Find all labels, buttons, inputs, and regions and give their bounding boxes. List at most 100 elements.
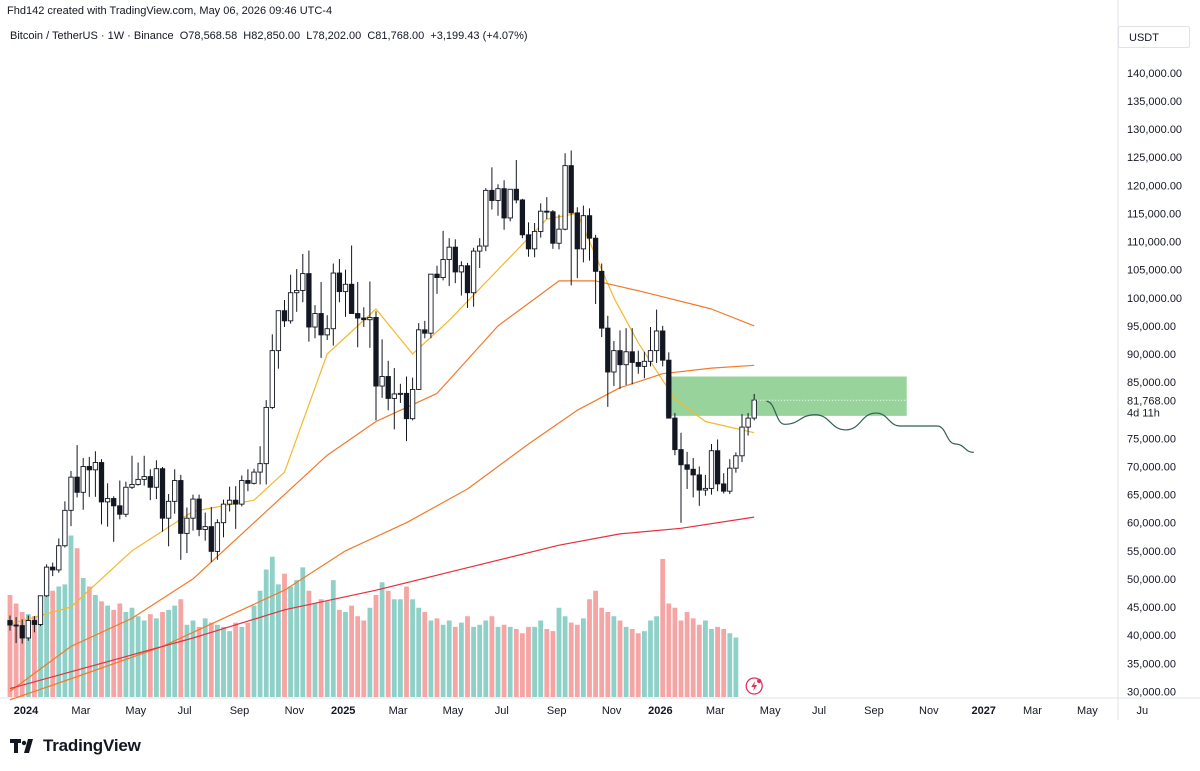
candle-body[interactable] xyxy=(568,165,574,214)
candle-body[interactable] xyxy=(416,329,422,390)
candle-body[interactable] xyxy=(355,313,361,319)
candle-body[interactable] xyxy=(214,522,221,552)
candle-body[interactable] xyxy=(68,476,74,511)
candle-body[interactable] xyxy=(324,328,330,336)
candle-body[interactable] xyxy=(80,466,86,493)
candle-body[interactable] xyxy=(196,498,202,530)
candle-body[interactable] xyxy=(409,388,416,420)
candle-body[interactable] xyxy=(721,483,727,492)
candle-body[interactable] xyxy=(190,498,196,519)
brand-logo[interactable]: TradingView xyxy=(10,736,141,756)
candle-body[interactable] xyxy=(464,265,471,294)
candle-body[interactable] xyxy=(104,498,111,503)
projection-path[interactable] xyxy=(766,400,974,454)
candle-body[interactable] xyxy=(544,210,550,213)
candle-body[interactable] xyxy=(666,359,672,419)
candle-body[interactable] xyxy=(531,230,538,250)
candle-body[interactable] xyxy=(428,273,434,334)
candle-body[interactable] xyxy=(92,462,99,471)
candle-body[interactable] xyxy=(239,480,245,505)
candle-body[interactable] xyxy=(342,283,349,293)
candle-body[interactable] xyxy=(562,165,568,230)
candle-body[interactable] xyxy=(281,310,288,322)
candle-body[interactable] xyxy=(147,476,153,488)
candle-body[interactable] xyxy=(62,509,68,547)
candle-body[interactable] xyxy=(617,350,623,366)
candle-body[interactable] xyxy=(98,462,105,503)
candle-body[interactable] xyxy=(257,463,263,473)
candle-body[interactable] xyxy=(361,317,367,321)
candle-body[interactable] xyxy=(477,245,483,252)
candle-body[interactable] xyxy=(233,499,239,505)
candle-body[interactable] xyxy=(300,273,306,291)
candle-body[interactable] xyxy=(495,188,501,201)
candle-body[interactable] xyxy=(318,313,324,336)
candle-body[interactable] xyxy=(367,317,373,321)
candle-body[interactable] xyxy=(330,272,336,330)
candle-body[interactable] xyxy=(696,474,702,491)
candle-body[interactable] xyxy=(25,620,31,639)
candle-body[interactable] xyxy=(714,450,721,485)
candle-body[interactable] xyxy=(306,273,312,328)
candle-body[interactable] xyxy=(31,620,38,625)
candle-body[interactable] xyxy=(501,188,507,219)
candle-body[interactable] xyxy=(275,310,282,352)
candle-body[interactable] xyxy=(629,351,635,363)
candle-body[interactable] xyxy=(312,313,318,328)
candle-body[interactable] xyxy=(385,376,391,399)
candle-body[interactable] xyxy=(172,480,178,502)
candle-body[interactable] xyxy=(403,392,410,420)
candle-body[interactable] xyxy=(135,478,141,485)
candle-body[interactable] xyxy=(623,351,629,366)
candle-body[interactable] xyxy=(653,330,660,352)
candle-body[interactable] xyxy=(397,392,404,395)
candle-body[interactable] xyxy=(440,259,446,278)
candle-body[interactable] xyxy=(336,272,343,293)
candle-body[interactable] xyxy=(19,625,25,639)
candle-body[interactable] xyxy=(379,376,385,387)
candle-body[interactable] xyxy=(153,468,160,488)
candle-body[interactable] xyxy=(702,487,709,491)
candle-body[interactable] xyxy=(592,237,599,272)
candle-body[interactable] xyxy=(751,399,757,419)
candle-body[interactable] xyxy=(684,464,690,470)
candle-body[interactable] xyxy=(422,329,428,334)
candle-body[interactable] xyxy=(287,292,294,322)
target-zone[interactable] xyxy=(665,376,907,416)
candle-body[interactable] xyxy=(184,517,190,534)
candle-body[interactable] xyxy=(574,212,580,250)
candle-body[interactable] xyxy=(111,498,117,507)
symbol-title[interactable]: Bitcoin / TetherUS · 1W · Binance xyxy=(10,30,174,42)
candle-body[interactable] xyxy=(611,350,617,373)
candle-body[interactable] xyxy=(129,484,135,488)
candle-body[interactable] xyxy=(7,620,13,626)
candle-body[interactable] xyxy=(43,566,50,597)
candle-body[interactable] xyxy=(538,210,544,232)
candle-body[interactable] xyxy=(446,246,452,260)
candle-body[interactable] xyxy=(263,406,269,465)
candle-body[interactable] xyxy=(373,317,379,387)
candle-body[interactable] xyxy=(123,486,129,515)
candle-body[interactable] xyxy=(251,471,257,484)
candle-body[interactable] xyxy=(708,450,715,489)
candle-body[interactable] xyxy=(458,265,465,273)
candle-body[interactable] xyxy=(635,361,641,367)
candle-body[interactable] xyxy=(245,480,251,484)
candle-body[interactable] xyxy=(208,526,214,552)
candle-body[interactable] xyxy=(13,624,19,627)
candle-body[interactable] xyxy=(50,566,56,571)
currency-selector[interactable]: USDT xyxy=(1118,26,1190,48)
candle-body[interactable] xyxy=(556,228,562,244)
candle-body[interactable] xyxy=(74,476,80,493)
candle-body[interactable] xyxy=(220,503,227,524)
candle-body[interactable] xyxy=(672,417,678,451)
candle-body[interactable] xyxy=(586,215,593,239)
candle-body[interactable] xyxy=(37,595,44,625)
candle-body[interactable] xyxy=(56,545,62,571)
candle-body[interactable] xyxy=(391,393,397,399)
candle-body[interactable] xyxy=(117,505,123,515)
candle-body[interactable] xyxy=(678,449,684,466)
candle-body[interactable] xyxy=(452,246,458,273)
candle-body[interactable] xyxy=(470,250,477,294)
